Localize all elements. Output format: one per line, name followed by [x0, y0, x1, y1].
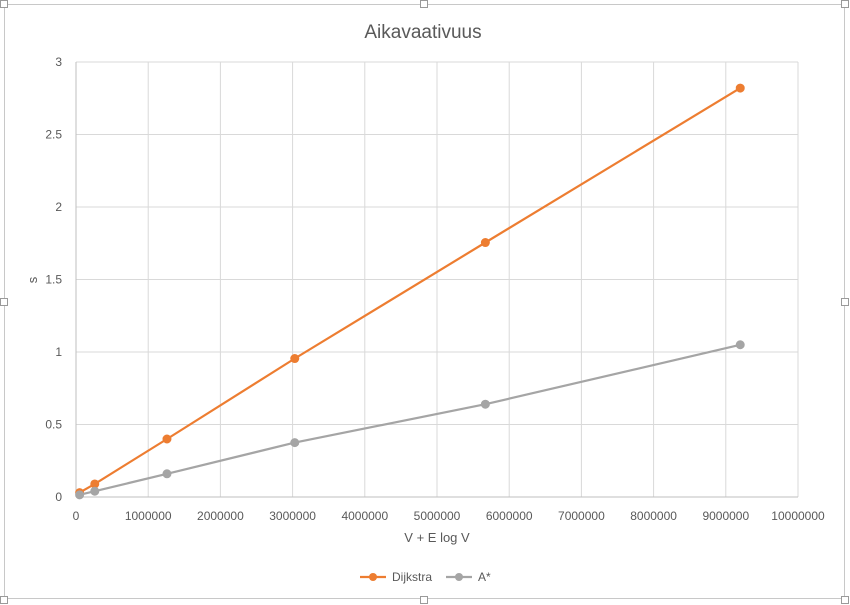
data-point-dijkstra[interactable] [480, 238, 490, 248]
resize-handle-top-left[interactable] [0, 0, 8, 8]
resize-handle-left[interactable] [0, 298, 8, 306]
legend-marker-dijkstra [369, 573, 377, 581]
resize-handle-bottom-left[interactable] [0, 596, 8, 604]
x-tick-label: 2000000 [197, 509, 244, 523]
x-tick-label: 9000000 [702, 509, 749, 523]
legend-marker-a [455, 573, 463, 581]
data-point-a[interactable] [290, 438, 300, 448]
chart-border [4, 4, 845, 599]
legend-item-a[interactable]: A* [446, 570, 491, 584]
plot-area[interactable]: 0 1000000 2000000 3000000 4000000 5000000 6000… [45, 55, 825, 523]
x-tick-label: 1000000 [125, 509, 172, 523]
x-tick-label: 10000000 [771, 509, 825, 523]
data-point-a[interactable] [90, 486, 100, 496]
y-tick-label: 3 [55, 55, 62, 69]
data-point-dijkstra[interactable] [290, 354, 300, 364]
y-tick-label: 2.5 [45, 128, 62, 142]
x-tick-label: 3000000 [269, 509, 316, 523]
x-tick-label: 6000000 [486, 509, 533, 523]
legend-label-a: A* [478, 570, 491, 584]
data-point-dijkstra[interactable] [735, 83, 745, 93]
resize-handle-right[interactable] [841, 298, 849, 306]
y-axis-tick-labels: 0 0.5 1 1.5 2 2.5 3 [45, 55, 62, 504]
resize-handle-top-right[interactable] [841, 0, 849, 8]
data-point-a[interactable] [75, 490, 85, 500]
y-tick-label: 0.5 [45, 418, 62, 432]
series-a[interactable] [75, 340, 745, 500]
data-point-dijkstra[interactable] [162, 434, 172, 444]
x-axis-tick-labels: 0 1000000 2000000 3000000 4000000 5000000 6000… [73, 509, 825, 523]
y-tick-label: 0 [55, 490, 62, 504]
series-layer[interactable] [75, 83, 745, 500]
y-tick-label: 1 [55, 345, 62, 359]
y-tick-label: 2 [55, 200, 62, 214]
resize-handle-bottom-right[interactable] [841, 596, 849, 604]
chart-title[interactable]: Aikavaativuus [364, 22, 481, 43]
resize-handle-bottom[interactable] [420, 596, 428, 604]
legend[interactable]: Dijkstra A* [360, 570, 491, 584]
data-point-a[interactable] [735, 340, 745, 350]
x-tick-label: 8000000 [630, 509, 677, 523]
horizontal-gridlines [75, 61, 798, 498]
y-tick-label: 1.5 [45, 273, 62, 287]
x-axis-title[interactable]: V + E log V [404, 530, 470, 545]
x-tick-label: 4000000 [341, 509, 388, 523]
x-tick-label: 0 [73, 509, 80, 523]
resize-handle-top[interactable] [420, 0, 428, 8]
x-tick-label: 7000000 [558, 509, 605, 523]
legend-label-dijkstra: Dijkstra [392, 570, 432, 584]
x-tick-label: 5000000 [414, 509, 461, 523]
data-point-a[interactable] [162, 469, 172, 479]
data-point-a[interactable] [480, 399, 490, 409]
legend-item-dijkstra[interactable]: Dijkstra [360, 570, 432, 584]
y-axis-title[interactable]: s [25, 276, 40, 283]
